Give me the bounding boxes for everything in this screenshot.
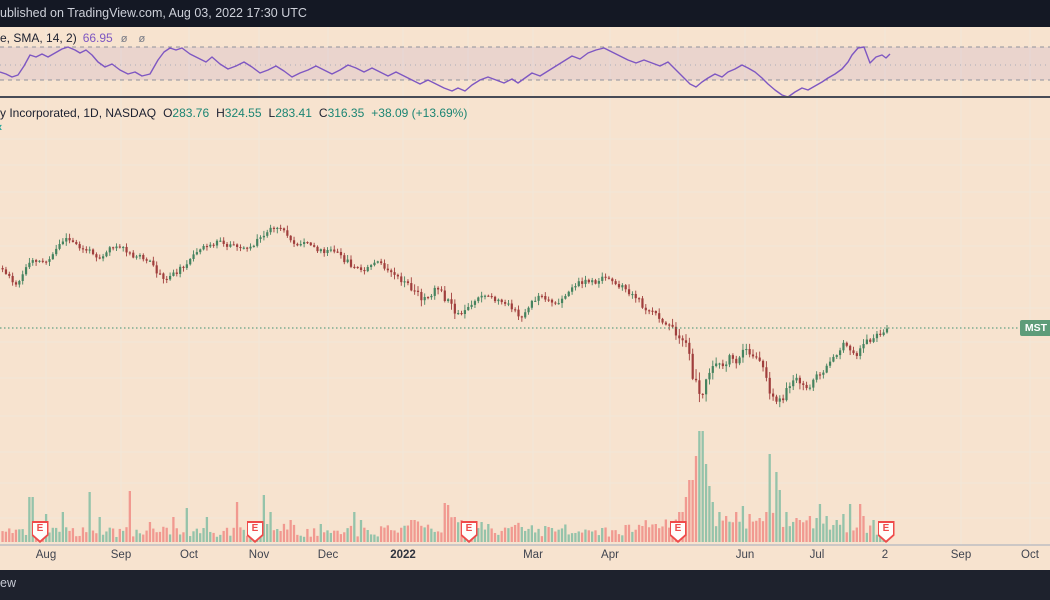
earnings-badge-bg [248,522,262,541]
snapshot-caption: ublished on TradingView.com, Aug 03, 202… [0,6,307,20]
ohlc-value: 316.35 [327,106,365,120]
time-axis-label: Jul [809,549,825,561]
snapshot-bottombar: ew [0,570,1050,600]
time-axis-label: Dec [317,549,339,561]
chart-area[interactable]: e, SMA, 14, 2) 66.95 ø ø y Incorporated, 1… [0,27,1050,570]
ohlc-value: 324.55 [224,106,262,120]
time-axis-label: Oct [180,549,198,561]
earnings-badge-letter: E [465,523,473,534]
symbol-title: y Incorporated, 1D, NASDAQ [0,106,157,120]
time-axis-label: Mar [523,549,543,561]
snapshot-topbar: ublished on TradingView.com, Aug 03, 202… [0,0,1050,27]
earnings-badge[interactable]: E [877,521,895,543]
ohlc-key: L [268,106,276,120]
time-axis-label: 2 [881,549,889,561]
time-axis-label: 2022 [390,549,416,561]
time-axis-label: Jun [735,549,755,561]
earnings-badge-bg [879,522,893,541]
watermark-text: ew [0,576,16,590]
earnings-badge-bg [33,522,47,541]
time-axis-label: Sep [950,549,972,561]
earnings-badge-letter: E [36,523,44,534]
ohlc-value: 283.41 [275,106,312,120]
ohlc-key: H [216,106,225,120]
ohlc-value: 283.76 [172,106,210,120]
time-axis-label: Sep [110,549,132,561]
earnings-badge[interactable]: E [460,521,478,543]
ohlc-key: C [318,106,328,120]
chart-canvas[interactable] [0,27,1050,570]
time-axis-label: Apr [601,549,619,561]
rsi-value: 66.95 [82,31,113,45]
earnings-badge[interactable]: E [669,521,687,543]
earnings-badge-letter: E [251,523,259,534]
earnings-badge-letter: E [882,523,890,534]
earnings-badge[interactable]: E [246,521,264,543]
ohlc-values: O283.76 H324.55 L283.41 C316.35 [156,106,364,120]
last-price-label: MST [1019,320,1050,336]
earnings-badge-letter: E [674,523,682,534]
ohlc-key: O [163,106,173,120]
time-axis-label: Oct [1021,549,1039,561]
earnings-badge[interactable]: E [31,521,49,543]
time-axis-label: Aug [35,549,57,561]
time-axis-label: Nov [248,549,270,561]
earnings-badge-bg [462,522,476,541]
rsi-indicator-header[interactable]: e, SMA, 14, 2) 66.95 ø ø [0,31,149,45]
earnings-badge-bg [671,522,685,541]
rsi-params: e, SMA, 14, 2) [0,31,77,45]
symbol-header[interactable]: y Incorporated, 1D, NASDAQ O283.76 H324.55… [0,106,467,120]
rsi-hidden-icons[interactable]: ø ø [120,33,150,45]
collapsed-panel-chevron-icon[interactable]: ‹ [0,119,2,134]
time-axis[interactable]: Aug Sep Oct Nov Dec 2022 Mar Apr Jun Jul 2 Sep Oct [0,549,1050,569]
change-value: +38.09 (+13.69%) [371,106,468,120]
